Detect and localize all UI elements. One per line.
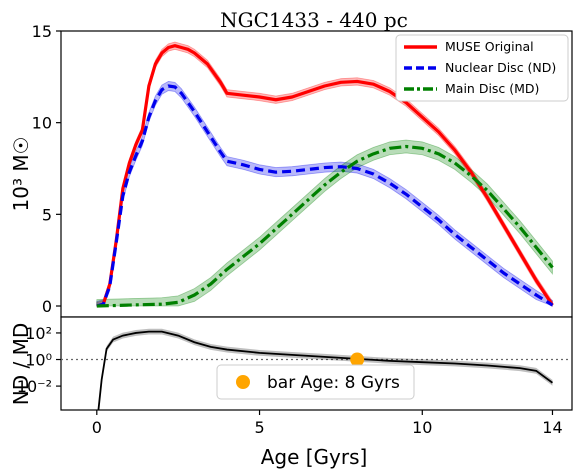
top-y-tick-label: 0 xyxy=(42,297,52,316)
ratio-band-fill xyxy=(98,328,553,410)
x-axis-label: Age [Gyrs] xyxy=(261,445,368,469)
series-band-muse-original xyxy=(96,41,553,308)
bottom-y-tick-label: 10⁰ xyxy=(25,351,52,370)
legend-label-main-disc: Main Disc (MD) xyxy=(445,81,539,96)
legend-label-muse-original: MUSE Original xyxy=(445,39,534,54)
top-lines xyxy=(96,44,554,308)
top-y-tick-label: 15 xyxy=(32,22,52,41)
chart-title: NGC1433 - 440 pc xyxy=(220,8,408,32)
series-band-nuclear-disc xyxy=(96,81,553,307)
x-tick-label: 5 xyxy=(254,418,264,437)
legend-label-bar-age: bar Age: 8 Gyrs xyxy=(267,373,400,393)
ratio-band xyxy=(98,328,553,410)
bottom-panel: 10² 10⁰ 10⁻² 0 5 10 14 ND / MD Age [Gyrs] bar… xyxy=(9,316,573,469)
top-legend: MUSE Original Nuclear Disc (ND) Main Dis… xyxy=(395,34,569,102)
top-y-tick-label: 5 xyxy=(42,205,52,224)
top-y-tick-label: 10 xyxy=(32,114,52,133)
series-band-main-disc xyxy=(96,139,553,307)
series-line-nuclear-disc xyxy=(96,84,554,308)
bottom-legend: bar Age: 8 Gyrs xyxy=(216,364,415,400)
top-bands xyxy=(96,41,553,308)
legend-label-nuclear-disc: Nuclear Disc (ND) xyxy=(445,60,556,75)
x-tick-label: 10 xyxy=(412,418,432,437)
bottom-lines xyxy=(97,330,554,411)
bottom-y-tick-label: 10⁻² xyxy=(17,377,52,396)
top-y-ticks: 0 5 10 15 xyxy=(32,22,61,316)
top-panel: 0 5 10 15 10³ M☉ MUSE Original Nuclear Disc… xyxy=(9,22,573,318)
x-tick-label: 0 xyxy=(92,418,102,437)
bottom-y-tick-label: 10² xyxy=(25,324,52,343)
series-line-muse-original xyxy=(96,44,554,308)
ratio-line xyxy=(97,330,554,411)
legend-bar-age-marker xyxy=(236,375,250,389)
x-ticks: 0 5 10 14 xyxy=(92,410,563,437)
x-tick-label: 14 xyxy=(542,418,562,437)
bar-age-marker xyxy=(350,352,365,367)
bottom-y-ticks: 10² 10⁰ 10⁻² xyxy=(17,324,61,396)
top-legend-box xyxy=(395,34,569,102)
top-y-axis-label: 10³ M☉ xyxy=(9,136,33,211)
bottom-legend-box xyxy=(216,364,415,400)
bottom-y-axis-label: ND / MD xyxy=(9,323,33,405)
